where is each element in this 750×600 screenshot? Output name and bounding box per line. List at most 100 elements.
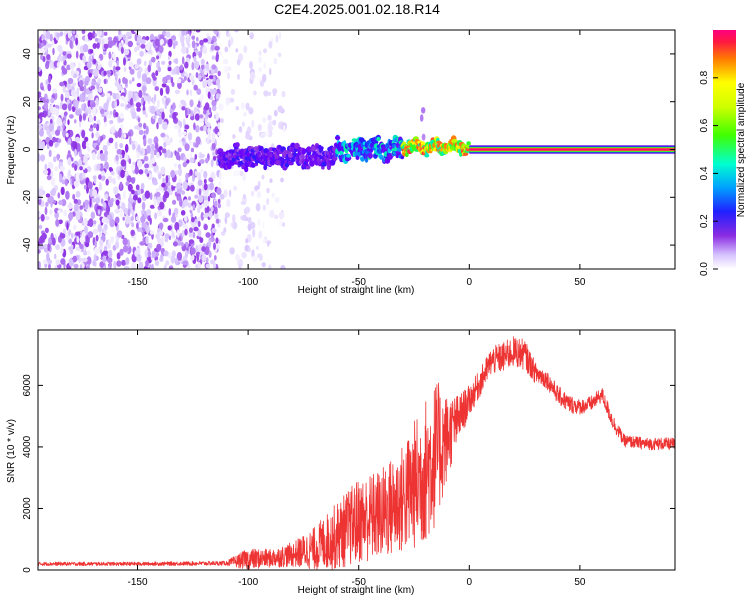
heatmap-cell <box>101 218 105 223</box>
heatmap-cell <box>154 259 160 266</box>
heatmap-cell <box>45 30 51 40</box>
heatmap-cell <box>217 203 222 209</box>
heatmap-cell <box>102 144 108 152</box>
heatmap-cell <box>131 263 135 269</box>
heatmap-cell <box>125 31 132 37</box>
heatmap-cell <box>147 138 153 145</box>
heatmap-cell <box>119 248 124 256</box>
y-tick-label: 0 <box>22 567 33 573</box>
heatmap-cell <box>136 58 142 65</box>
heatmap-cell <box>91 107 97 117</box>
heatmap-cell <box>83 251 88 256</box>
heatmap-cell <box>96 163 101 170</box>
heatmap-cell <box>164 104 167 109</box>
heatmap-cell <box>46 43 52 48</box>
heatmap-cell <box>40 214 45 222</box>
heatmap-cell <box>115 154 119 162</box>
heatmap-cell <box>203 178 207 184</box>
heatmap-cell <box>215 112 219 121</box>
heatmap-cell <box>267 129 273 138</box>
x-tick-label: -100 <box>238 577 258 588</box>
heatmap-cell <box>44 163 48 171</box>
heatmap-cell <box>216 187 222 195</box>
heatmap-cell <box>130 208 134 215</box>
heatmap-cell <box>185 107 188 117</box>
heatmap-cell <box>203 109 207 115</box>
heatmap-cell <box>86 256 92 266</box>
heatmap-cell <box>162 76 167 84</box>
heatmap-cell <box>158 230 164 236</box>
heatmap-cell <box>419 114 424 122</box>
heatmap-cell <box>228 97 235 103</box>
heatmap-cell <box>187 43 191 48</box>
heatmap-cell <box>98 58 101 66</box>
heatmap-cell <box>68 169 71 177</box>
heatmap-cell <box>99 108 105 115</box>
heatmap-cell <box>321 165 325 170</box>
heatmap-cell <box>215 218 220 224</box>
heatmap-cell <box>170 35 177 41</box>
heatmap-cell <box>114 216 120 224</box>
heatmap-cell <box>263 164 268 171</box>
heatmap-cell <box>92 189 98 197</box>
heatmap-cell <box>218 181 222 187</box>
heatmap-cell <box>122 190 127 200</box>
heatmap-cell <box>71 157 74 162</box>
heatmap-cell <box>268 40 273 49</box>
heatmap-cell <box>67 203 73 209</box>
heatmap-cell <box>141 210 145 215</box>
heatmap-cell <box>144 223 148 230</box>
heatmap-cell <box>165 98 169 106</box>
heatmap-cell <box>119 154 123 160</box>
y-tick-label: 4000 <box>22 435 33 458</box>
heatmap-cell <box>131 189 135 195</box>
heatmap-cell <box>203 74 206 80</box>
heatmap-cell <box>174 187 178 193</box>
heatmap-cell <box>124 143 129 153</box>
heatmap-cell <box>57 209 62 214</box>
heatmap-cell <box>261 174 265 180</box>
heatmap-cell <box>194 125 200 133</box>
heatmap-cell <box>199 39 204 46</box>
heatmap-cell <box>141 96 144 105</box>
heatmap-cell <box>197 172 202 181</box>
heatmap-cell <box>117 204 120 210</box>
colorbar-gradient <box>713 30 736 269</box>
heatmap-cell <box>47 242 51 252</box>
heatmap-cell <box>208 75 215 80</box>
heatmap-cell <box>294 142 300 150</box>
heatmap-cell <box>170 169 176 178</box>
heatmap-cell <box>189 157 195 164</box>
heatmap-cell <box>44 44 48 53</box>
heatmap-cell <box>123 57 126 66</box>
heatmap-cell <box>132 194 138 201</box>
colorbar-tick-label: 0.6 <box>699 118 710 132</box>
heatmap-cell <box>135 102 142 108</box>
heatmap-cell <box>99 240 104 246</box>
heatmap-cell <box>79 93 84 103</box>
snr-x-label: Height of straight line (km) <box>298 585 415 596</box>
heatmap-cell <box>88 218 94 228</box>
heatmap-cell <box>38 112 45 118</box>
heatmap-cell <box>119 142 124 149</box>
heatmap-cell <box>120 159 127 167</box>
heatmap-cell <box>269 178 273 183</box>
heatmap-cell <box>91 80 95 88</box>
heatmap-cell <box>45 60 50 66</box>
heatmap-cell <box>164 237 169 243</box>
heatmap-cell <box>94 85 97 92</box>
heatmap-cell <box>97 78 102 84</box>
heatmap-cell <box>156 55 160 60</box>
heatmap-cell <box>226 66 232 71</box>
heatmap-cell <box>75 190 81 198</box>
heatmap-cell <box>82 257 88 263</box>
heatmap-cell <box>50 97 55 104</box>
heatmap-cell <box>242 193 246 200</box>
heatmap-cell <box>38 118 41 123</box>
heatmap-cell <box>190 110 194 118</box>
heatmap-cell <box>112 177 116 185</box>
heatmap-cell <box>172 112 177 121</box>
heatmap-cell <box>92 30 96 39</box>
heatmap-cell <box>165 85 170 95</box>
heatmap-cell <box>70 69 75 77</box>
